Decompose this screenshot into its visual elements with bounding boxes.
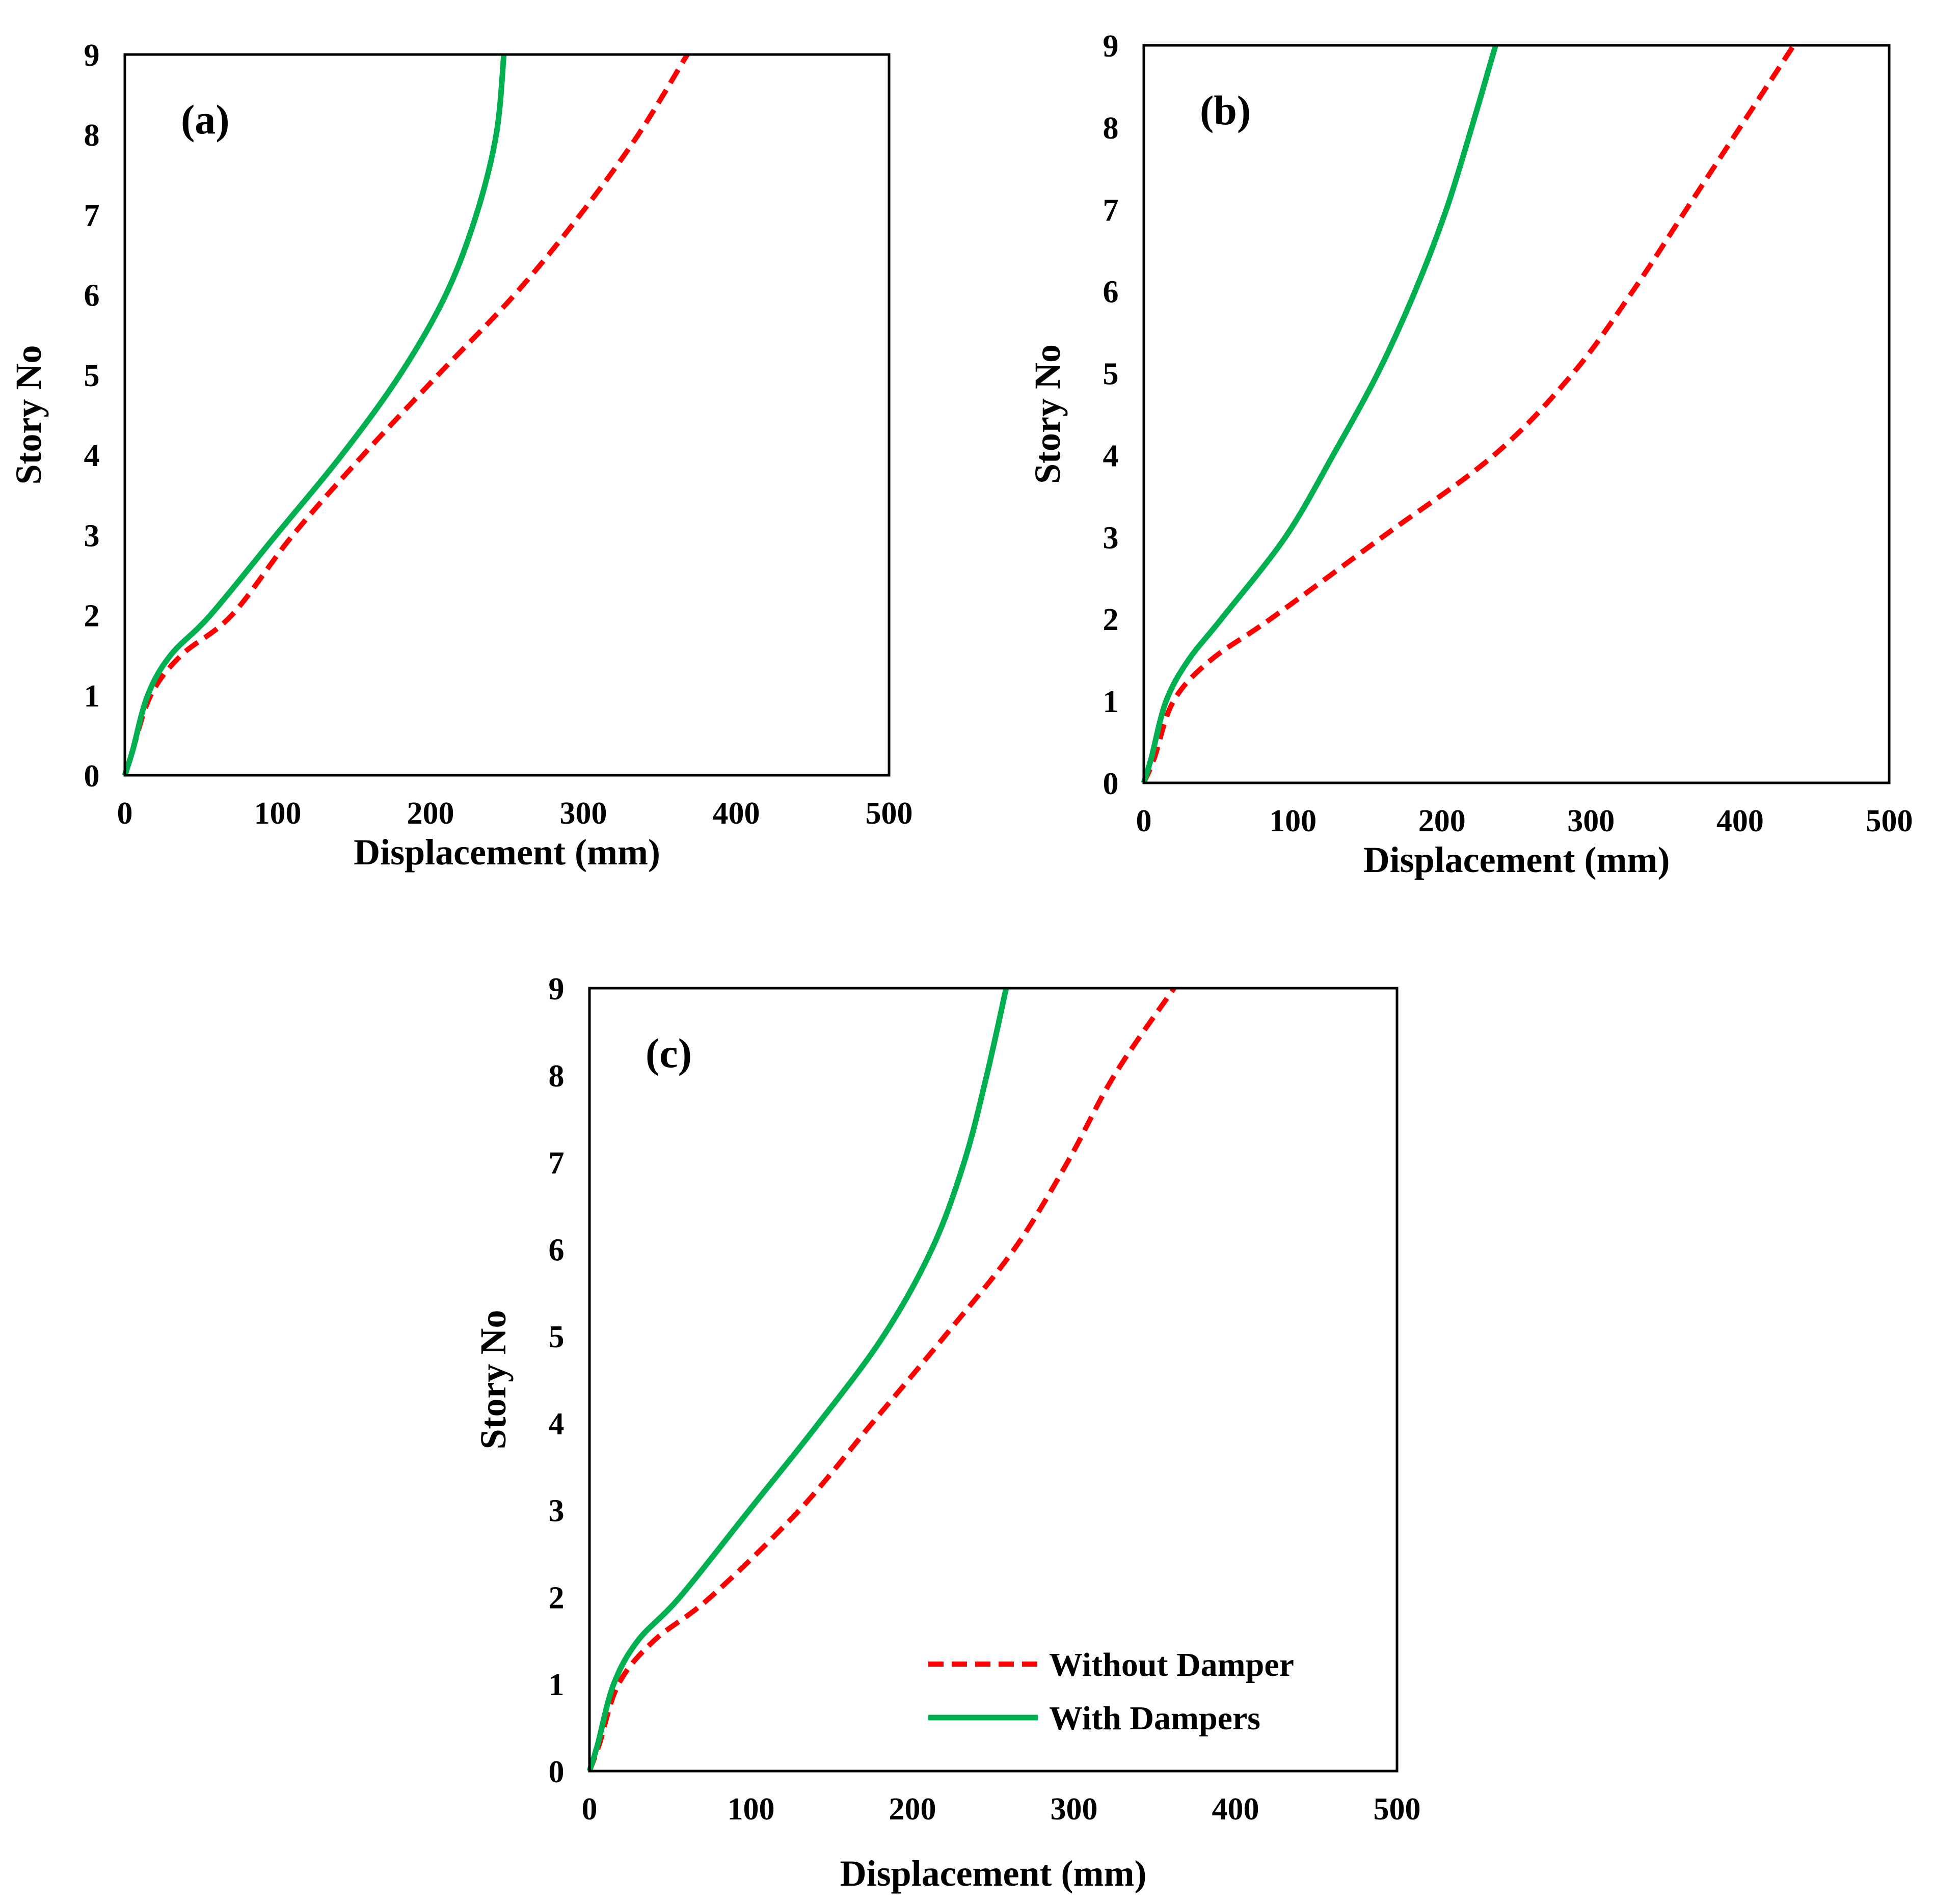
- y-tick-label: 7: [549, 1146, 565, 1181]
- y-tick-label: 2: [84, 599, 100, 634]
- x-tick-label: 300: [1567, 804, 1615, 838]
- y-tick-label: 9: [84, 38, 100, 73]
- series-without-damper-line: [122, 53, 690, 776]
- y-tick-label: 1: [1103, 685, 1119, 719]
- y-axis-title: Story No: [473, 1310, 514, 1450]
- x-tick-label: 500: [866, 796, 913, 831]
- x-tick-label: 400: [1212, 1792, 1259, 1827]
- y-tick-label: 0: [549, 1755, 565, 1789]
- chart-panel-c: 0 100 200 300 400 500 0 1 2 3 4 5 6 7 8 9 Displacement (…: [473, 972, 1421, 1894]
- x-tick-label: 500: [1866, 804, 1913, 838]
- y-tick-label: 5: [549, 1320, 565, 1354]
- y-tick-label: 6: [549, 1233, 565, 1267]
- x-tick-label: 0: [1136, 804, 1152, 838]
- series-without-damper-line: [1141, 44, 1796, 784]
- panel-label: (a): [181, 96, 230, 143]
- y-tick-label: 4: [549, 1407, 565, 1441]
- y-tick-label: 8: [84, 118, 100, 153]
- y-tick-label: 6: [84, 279, 100, 313]
- panel-label: (c): [646, 1030, 692, 1076]
- plot-frame: [1142, 44, 1891, 784]
- series-with-dampers-line: [586, 987, 1009, 1772]
- y-tick-label: 9: [549, 972, 565, 1007]
- legend-label-with-dampers: With Dampers: [1049, 1700, 1260, 1737]
- y-tick-label: 8: [1103, 111, 1119, 146]
- x-tick-label: 100: [1269, 804, 1317, 838]
- series-without-damper-line: [587, 987, 1176, 1772]
- y-axis-title: Story No: [8, 345, 49, 485]
- series-with-dampers-line: [122, 54, 507, 776]
- y-tick-label: 3: [84, 519, 100, 553]
- y-tick-label: 0: [1103, 767, 1119, 801]
- y-tick-label: 5: [1103, 357, 1119, 392]
- x-tick-label: 200: [407, 796, 454, 831]
- plot-frame: [588, 987, 1399, 1773]
- x-tick-label: 200: [889, 1792, 936, 1827]
- plot-frame: [123, 53, 891, 777]
- series-with-dampers-line: [1141, 44, 1498, 784]
- y-tick-label: 6: [1103, 275, 1119, 310]
- legend: Without Damper With Dampers: [928, 1646, 1294, 1737]
- x-axis-title: Displacement (mm): [354, 832, 660, 873]
- x-tick-label: 300: [1051, 1792, 1098, 1827]
- chart-panel-a: 0 100 200 300 400 500 0 1 2 3 4 5 6 7 8 9 Displacement (…: [8, 38, 913, 873]
- x-axis-title: Displacement (mm): [840, 1853, 1147, 1894]
- x-tick-label: 0: [582, 1792, 598, 1827]
- y-tick-label: 1: [549, 1668, 565, 1702]
- chart-panel-b: 0 100 200 300 400 500 0 1 2 3 4 5 6 7 8 9 Displacement (…: [1027, 29, 1913, 880]
- legend-label-without-damper: Without Damper: [1049, 1646, 1294, 1683]
- y-tick-label: 5: [84, 359, 100, 393]
- x-axis-title: Displacement (mm): [1363, 839, 1670, 880]
- x-tick-label: 500: [1374, 1792, 1421, 1827]
- y-tick-label: 0: [84, 759, 100, 794]
- panel-label: (b): [1200, 87, 1251, 133]
- y-tick-label: 1: [84, 679, 100, 714]
- x-tick-label: 100: [728, 1792, 775, 1827]
- x-tick-label: 0: [117, 796, 133, 831]
- y-tick-label: 2: [1103, 603, 1119, 637]
- x-tick-label: 200: [1418, 804, 1466, 838]
- x-tick-label: 300: [560, 796, 607, 831]
- y-tick-label: 3: [1103, 521, 1119, 555]
- y-tick-label: 9: [1103, 29, 1119, 64]
- x-tick-label: 400: [1716, 804, 1764, 838]
- y-tick-label: 4: [84, 439, 100, 473]
- y-tick-label: 4: [1103, 439, 1119, 473]
- y-tick-label: 3: [549, 1494, 565, 1529]
- y-tick-label: 7: [84, 198, 100, 233]
- y-tick-label: 7: [1103, 193, 1119, 228]
- y-tick-label: 2: [549, 1581, 565, 1615]
- y-tick-label: 8: [549, 1059, 565, 1094]
- x-tick-label: 100: [254, 796, 302, 831]
- y-axis-title: Story No: [1027, 344, 1068, 484]
- x-tick-label: 400: [713, 796, 760, 831]
